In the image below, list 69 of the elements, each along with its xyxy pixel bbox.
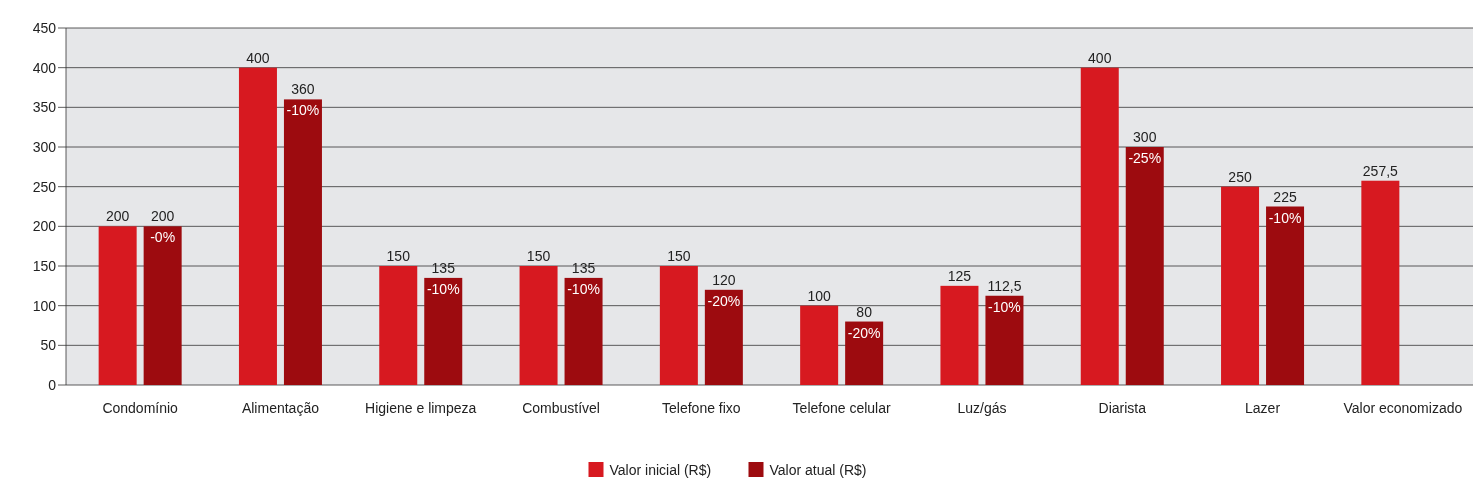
data-label: 257,5 bbox=[1362, 162, 1399, 179]
bar bbox=[1361, 180, 1400, 385]
y-tick-label: 50 bbox=[40, 337, 57, 354]
x-tick-label: Higiene e limpeza bbox=[365, 400, 477, 416]
bar bbox=[659, 266, 698, 385]
x-tick-label: Valor economizado bbox=[1343, 400, 1463, 416]
x-tick-label: Diarista bbox=[1098, 400, 1147, 416]
data-label: 225 bbox=[1273, 188, 1297, 205]
bar bbox=[704, 289, 743, 385]
annotation: -10% bbox=[567, 280, 600, 297]
legend-label: Valor atual (R$) bbox=[769, 461, 867, 478]
annotation: -10% bbox=[286, 102, 320, 119]
bar bbox=[424, 277, 463, 385]
data-label: 125 bbox=[947, 267, 972, 284]
bar bbox=[564, 277, 603, 385]
data-label: 400 bbox=[1088, 49, 1112, 66]
y-tick-label: 300 bbox=[32, 138, 57, 155]
data-label: 250 bbox=[1228, 168, 1252, 185]
x-tick-label: Alimentação bbox=[241, 400, 320, 416]
data-label: 150 bbox=[667, 248, 691, 264]
x-tick-label: Luz/gás bbox=[957, 400, 1007, 416]
bar bbox=[845, 321, 884, 385]
data-label: 200 bbox=[105, 208, 130, 225]
data-label: 150 bbox=[526, 248, 551, 264]
bar bbox=[1266, 206, 1305, 385]
bar bbox=[98, 226, 137, 385]
annotation: -10% bbox=[988, 298, 1021, 315]
annotation: -25% bbox=[1128, 150, 1162, 166]
x-tick-label: Lazer bbox=[1245, 400, 1281, 416]
annotation: -10% bbox=[1268, 209, 1302, 226]
y-tick-label: 200 bbox=[32, 218, 57, 235]
data-label: 400 bbox=[246, 49, 270, 66]
bar bbox=[1221, 186, 1260, 385]
annotation: -0% bbox=[150, 229, 176, 246]
y-tick-label: 0 bbox=[48, 376, 57, 393]
data-label: 200 bbox=[150, 208, 175, 225]
bar bbox=[985, 295, 1024, 385]
bar bbox=[800, 305, 839, 385]
x-tick-label: Telefone fixo bbox=[662, 400, 741, 416]
bar bbox=[940, 285, 979, 385]
bar bbox=[283, 99, 322, 385]
annotation: -10% bbox=[426, 280, 460, 297]
y-tick-label: 100 bbox=[32, 297, 57, 314]
bar bbox=[519, 266, 558, 385]
data-label: 112,5 bbox=[987, 277, 1022, 294]
data-label: 360 bbox=[291, 81, 315, 98]
data-label: 150 bbox=[386, 248, 411, 264]
bar bbox=[238, 67, 277, 385]
bar bbox=[379, 266, 418, 385]
data-label: 135 bbox=[571, 259, 596, 276]
data-label: 80 bbox=[856, 303, 873, 320]
data-label: 100 bbox=[807, 287, 832, 304]
x-tick-label: Telefone celular bbox=[792, 400, 892, 416]
annotation: -20% bbox=[847, 324, 881, 341]
bar bbox=[1125, 147, 1164, 385]
y-tick-label: 450 bbox=[32, 19, 57, 36]
x-tick-label: Combustível bbox=[522, 400, 600, 416]
y-tick-label: 350 bbox=[32, 99, 57, 116]
y-tick-label: 250 bbox=[32, 178, 57, 195]
y-tick-label: 150 bbox=[32, 257, 57, 274]
bar bbox=[1080, 67, 1119, 385]
data-label: 300 bbox=[1133, 129, 1157, 145]
legend-label: Valor inicial (R$) bbox=[609, 461, 712, 478]
data-label: 120 bbox=[712, 271, 736, 288]
bar bbox=[143, 226, 182, 385]
data-label: 135 bbox=[431, 259, 456, 276]
x-tick-label: Condomínio bbox=[102, 400, 179, 416]
annotation: -20% bbox=[707, 292, 741, 309]
y-tick-label: 400 bbox=[32, 59, 57, 76]
